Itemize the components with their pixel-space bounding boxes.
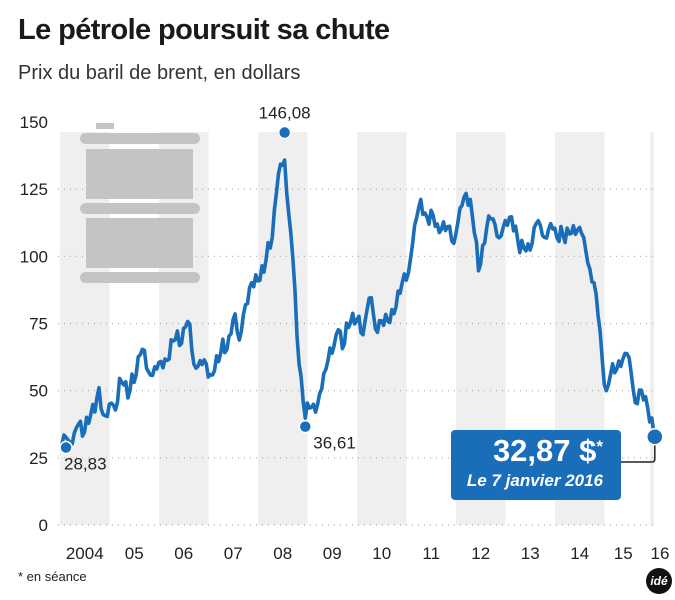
y-tick-label: 50 xyxy=(29,382,48,401)
chart-subtitle: Prix du baril de brent, en dollars xyxy=(18,62,301,84)
callout-value: 32,87 $ xyxy=(492,433,597,468)
barrel-rim xyxy=(80,133,200,144)
x-tick-label: 16 xyxy=(651,544,670,563)
x-tick-label: 13 xyxy=(521,544,540,563)
barrel-body xyxy=(86,218,193,268)
callout-asterisk: * xyxy=(596,437,603,456)
data-point-marker xyxy=(59,440,73,455)
x-tick-label: 15 xyxy=(614,544,633,563)
x-tick-label: 10 xyxy=(372,544,391,563)
x-tick-label: 08 xyxy=(273,544,292,563)
oil-barrel-icon xyxy=(80,123,200,283)
data-point-marker xyxy=(646,427,664,446)
footnote: * en séance xyxy=(18,569,87,584)
agency-logo: idé xyxy=(646,568,672,594)
barrel-cap xyxy=(96,123,114,129)
chart-title: Le pétrole poursuit sa chute xyxy=(18,14,390,46)
x-tick-label: 05 xyxy=(125,544,144,563)
barrel-rim xyxy=(80,203,200,214)
x-tick-label: 07 xyxy=(224,544,243,563)
y-tick-label: 0 xyxy=(39,516,48,535)
y-tick-label: 125 xyxy=(20,180,48,199)
x-tick-label: 06 xyxy=(174,544,193,563)
data-point-marker xyxy=(298,419,313,434)
callout-date: Le 7 janvier 2016 xyxy=(466,471,603,490)
latest-value-callout: 32,87 $* Le 7 janvier 2016 xyxy=(451,430,621,500)
year-band xyxy=(258,132,308,525)
data-point-label: 36,61 xyxy=(313,434,356,453)
y-tick-label: 75 xyxy=(29,315,48,334)
x-tick-label: 14 xyxy=(570,544,589,563)
x-tick-label: 12 xyxy=(471,544,490,563)
x-tick-label: 11 xyxy=(422,544,440,563)
x-tick-label: 09 xyxy=(323,544,342,563)
data-point-label: 28,83 xyxy=(64,455,107,474)
callout-connector xyxy=(621,442,656,463)
price-line xyxy=(60,158,657,446)
year-band xyxy=(650,132,654,525)
y-tick-label: 100 xyxy=(20,247,48,266)
y-tick-label: 25 xyxy=(29,449,48,468)
x-tick-label: 2004 xyxy=(66,544,104,563)
data-point-label: 146,08 xyxy=(259,104,311,123)
y-tick-label: 150 xyxy=(20,113,48,132)
barrel-rim xyxy=(80,272,200,283)
data-point-marker xyxy=(277,125,292,140)
barrel-body xyxy=(86,149,193,199)
